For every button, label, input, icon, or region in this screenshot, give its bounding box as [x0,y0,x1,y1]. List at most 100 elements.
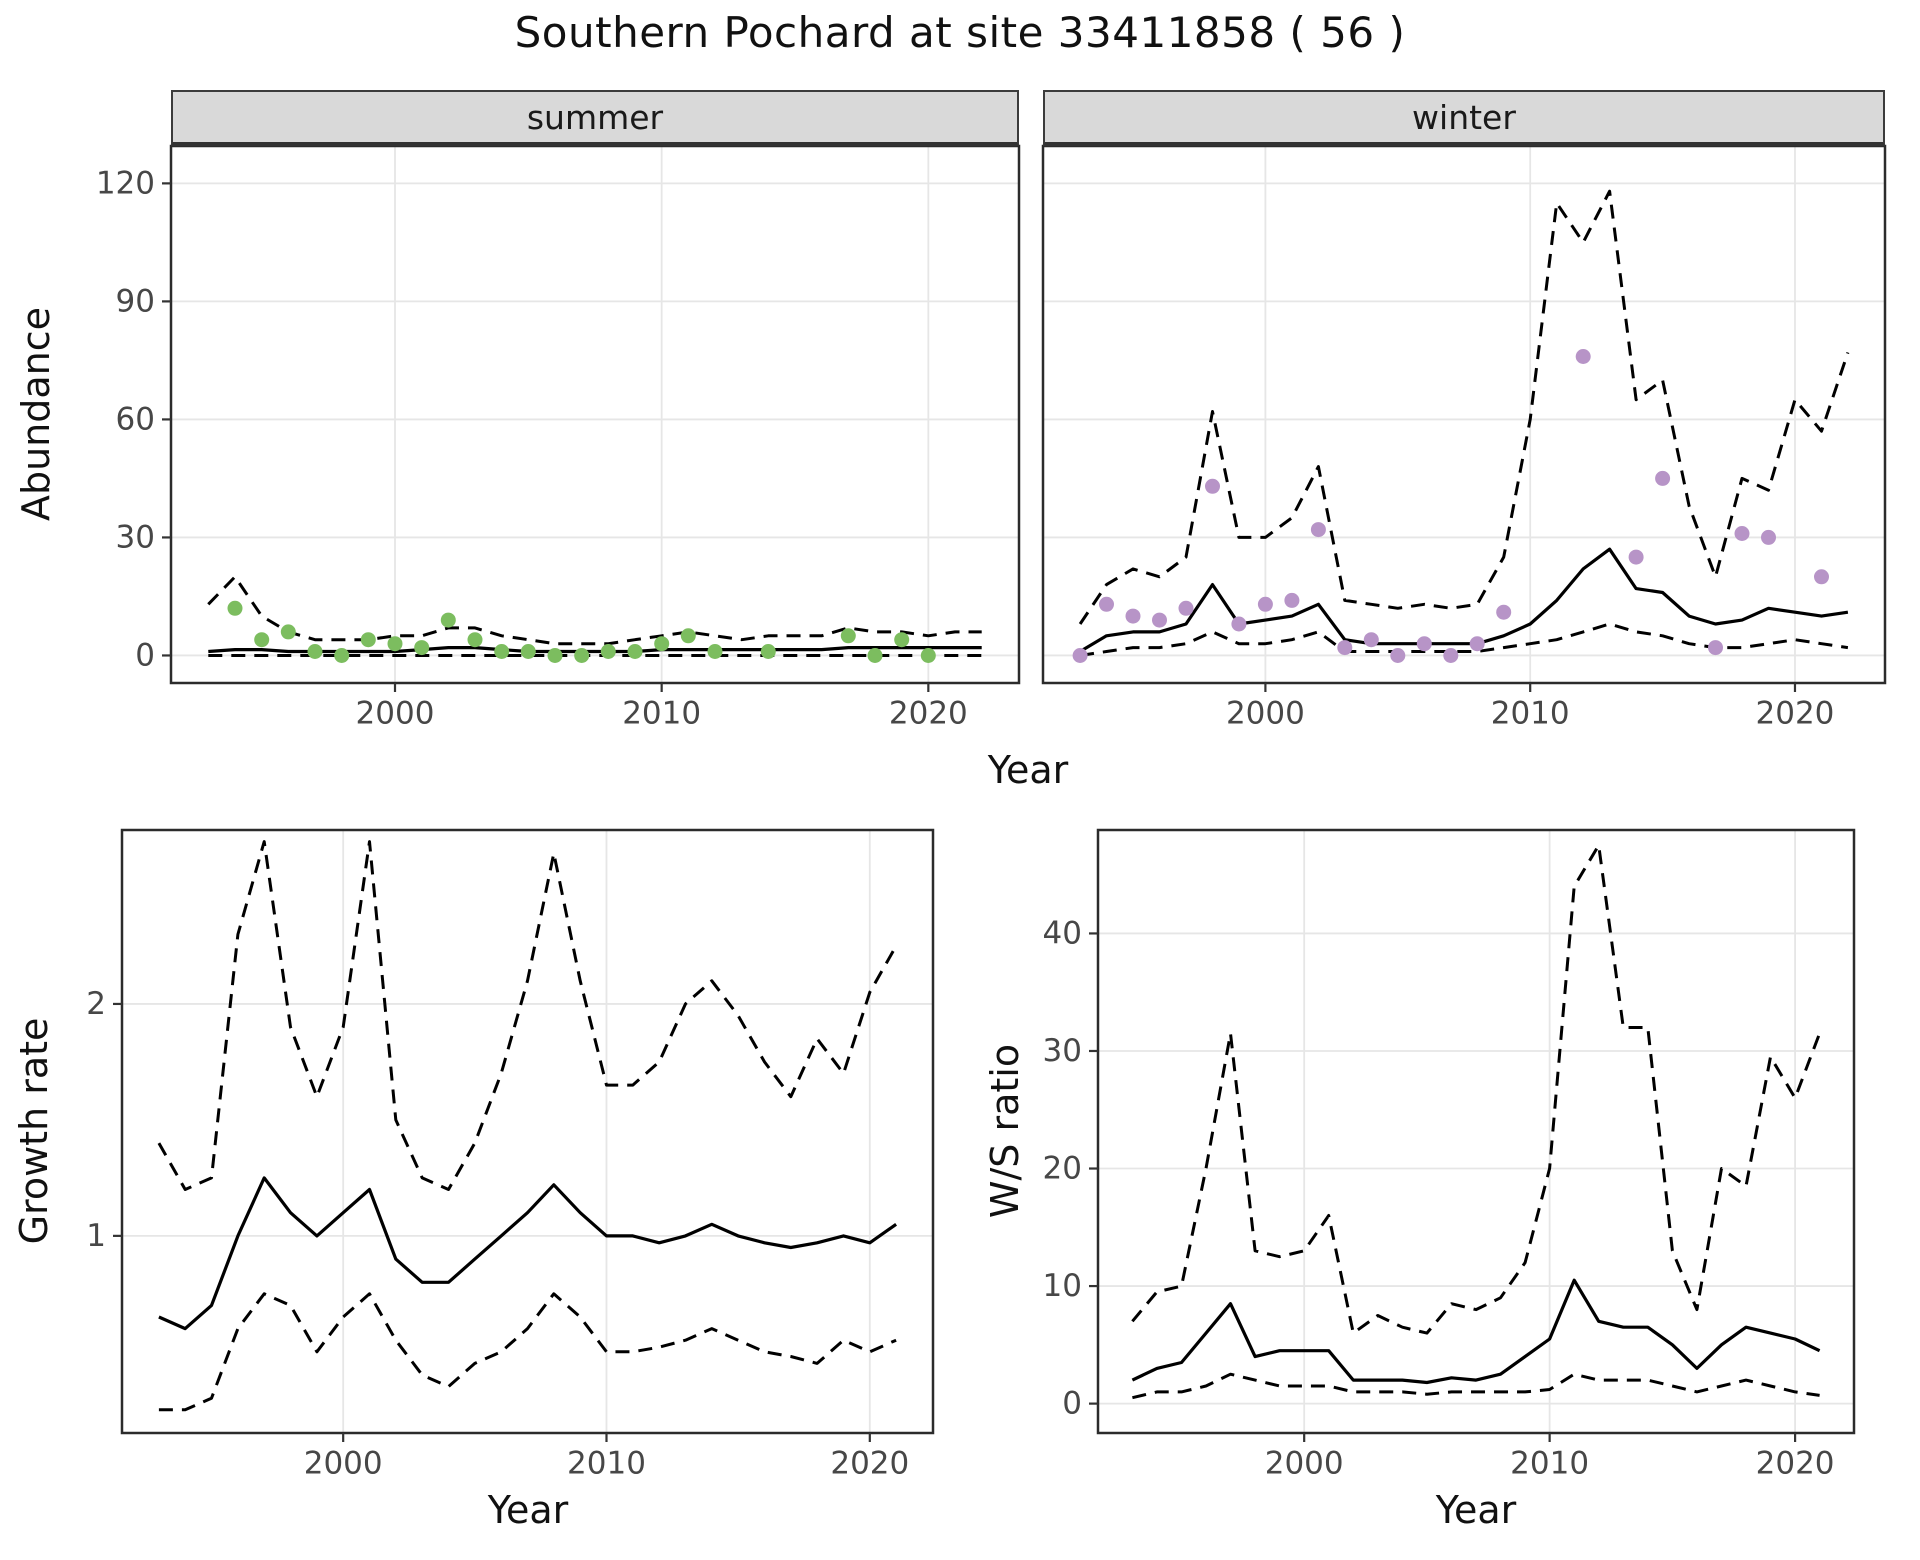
data-point [867,648,883,663]
data-point [1205,478,1220,494]
y-tick-label: 30 [116,519,155,555]
data-point [574,648,590,663]
facet-strip-summer: summer [171,90,1019,146]
data-point [1496,604,1512,620]
y-tick-label: 2 [86,986,106,1022]
data-point [334,648,350,663]
panel-background [122,830,933,1433]
data-point [1761,529,1776,545]
data-point [680,628,696,644]
y-tick-label: 0 [1062,1386,1082,1422]
x-tick-label: 2010 [622,695,701,731]
lower-ci-line [158,1292,897,1412]
data-point [440,612,456,628]
panel-background [1043,146,1885,683]
y-tick-label: 30 [1043,1033,1082,1069]
x-axis-title-year-growth: Year [487,1488,569,1532]
data-point [307,644,323,659]
data-point [1390,648,1406,663]
data-point [1363,632,1379,648]
lower-ci-line [1079,622,1849,657]
y-tick-label: 1 [86,1218,106,1254]
data-point [1416,636,1432,652]
panel-growth-rate: 2000 2010 2020 1 2 [86,828,935,1481]
data-point [467,632,483,648]
y-tick-label: 120 [96,165,155,201]
data-point [1072,648,1088,663]
data-point [1443,648,1459,663]
facet-strip-summer-label: summer [526,97,664,137]
data-point [1337,640,1353,656]
data-point [1125,608,1141,624]
data-point [1734,526,1750,541]
data-point [414,640,430,656]
panel-ws-ratio: 2000 2010 2020 0 10 20 30 40 [1043,828,1856,1481]
data-point [760,644,776,659]
data-point [920,648,936,663]
data-point [1708,640,1723,656]
data-point [360,632,376,648]
x-tick-label: 2000 [304,1445,383,1481]
fitted-line [1079,547,1849,653]
x-axis-title-year-ws: Year [1435,1488,1517,1532]
data-point [1469,636,1485,652]
x-tick-label: 2020 [1756,695,1835,731]
upper-ci-line [1131,843,1822,1335]
y-axis-title-growth-rate: Growth rate [12,1017,56,1245]
data-point [1257,596,1273,612]
x-tick-label: 2010 [567,1445,646,1481]
data-point [894,632,910,648]
fitted-line [158,1176,898,1331]
chart-title: Southern Pochard at site 33411858 ( 56 ) [514,8,1406,57]
x-tick-label: 2000 [1265,1445,1344,1481]
x-tick-label: 2000 [1226,695,1305,731]
x-axis-title-year-top: Year [987,748,1069,792]
facet-strip-winter-label: winter [1412,97,1516,137]
data-point [1099,596,1114,612]
x-tick-label: 2000 [356,695,435,731]
y-tick-label: 60 [116,401,155,437]
y-tick-label: 90 [116,283,155,319]
panel-winter: 2000 2010 2020 [1041,144,1887,731]
data-point [600,644,616,659]
data-point [1284,592,1300,608]
data-point [840,628,856,644]
data-point [1310,522,1326,538]
data-point [1575,349,1591,364]
x-tick-label: 2020 [889,695,968,731]
y-tick-label: 20 [1043,1151,1082,1187]
x-tick-label: 2010 [1510,1445,1589,1481]
lower-ci-line [1132,1372,1820,1400]
data-point [254,632,270,648]
panel-border [1096,828,1856,1435]
y-axis-title-abundance: Abundance [14,306,58,522]
panel-border [1041,144,1887,685]
data-point [1178,600,1194,616]
y-tick-label: 10 [1043,1268,1082,1304]
panel-background [1098,830,1854,1433]
data-point [654,636,670,652]
fitted-line [1131,1278,1821,1385]
data-point [280,624,296,640]
x-tick-label: 2020 [830,1445,909,1481]
panel-background [171,146,1019,683]
data-point [494,644,510,659]
data-point [387,636,403,652]
x-tick-label: 2020 [1756,1445,1835,1481]
data-point [227,600,243,616]
data-point [1655,470,1671,486]
data-point [520,644,536,659]
data-point [627,644,643,659]
data-point [707,644,723,659]
upper-ci-line [1078,189,1850,625]
data-point [1814,569,1829,585]
data-point [1231,616,1247,632]
upper-ci-line [157,840,898,1191]
y-axis-title-ws-ratio: W/S ratio [983,1043,1027,1219]
upper-ci-line [207,575,982,646]
x-tick-label: 2010 [1491,695,1570,731]
data-point [1152,612,1167,628]
data-point [547,648,563,663]
